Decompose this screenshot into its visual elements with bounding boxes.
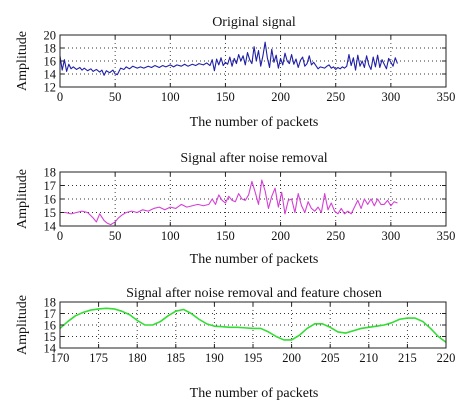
x-tick-label: 185	[166, 351, 185, 365]
y-tick-label: 14	[44, 220, 57, 234]
chart-title: Original signal	[212, 15, 296, 30]
y-tick-label: 16	[44, 319, 57, 333]
y-tick-label: 12	[44, 81, 57, 95]
x-tick-label: 190	[205, 351, 224, 365]
x-tick-label: 250	[326, 90, 345, 104]
y-tick-label: 16	[44, 55, 57, 69]
y-tick-label: 18	[44, 42, 57, 56]
chart-original-signal: Original signal The number of packets Am…	[15, 15, 455, 130]
x-tick-label: 300	[381, 229, 400, 243]
x-tick-label: 200	[271, 90, 290, 104]
x-tick-label: 170	[51, 351, 70, 365]
series-line	[59, 41, 398, 76]
y-tick-label: 14	[44, 342, 57, 356]
y-tick-label: 14	[44, 68, 57, 82]
x-tick-label: 180	[128, 351, 147, 365]
x-tick-label: 210	[359, 351, 378, 365]
x-tick-label: 195	[244, 351, 263, 365]
x-tick-label: 0	[57, 229, 63, 243]
x-axis-label: The number of packets	[190, 386, 319, 401]
x-axis-label: The number of packets	[190, 252, 319, 267]
y-tick-label: 17	[44, 179, 57, 193]
x-tick-label: 350	[437, 90, 456, 104]
chart-title: Signal after noise removal	[180, 151, 327, 166]
y-tick-label: 18	[44, 166, 57, 180]
chart-signal-feature-chosen: Signal after noise removal and feature c…	[15, 286, 455, 401]
y-axis-label: Amplitude	[15, 295, 30, 355]
x-tick-label: 200	[271, 229, 290, 243]
x-tick-label: 300	[381, 90, 400, 104]
x-tick-label: 0	[57, 90, 63, 104]
y-tick-label: 15	[44, 206, 57, 220]
y-tick-label: 15	[44, 330, 57, 344]
series-line	[60, 179, 398, 226]
y-axis-label: Amplitude	[15, 31, 30, 91]
chart-signal-after-noise-removal: Signal after noise removal The number of…	[15, 151, 455, 267]
x-tick-label: 100	[161, 90, 180, 104]
x-tick-label: 220	[437, 351, 456, 365]
x-tick-label: 350	[437, 229, 456, 243]
x-tick-label: 215	[398, 351, 417, 365]
series-line	[59, 307, 447, 343]
y-tick-label: 18	[44, 296, 57, 310]
x-axis-label: The number of packets	[190, 115, 319, 130]
chart-title: Signal after noise removal and feature c…	[126, 286, 382, 301]
x-tick-label: 200	[282, 351, 301, 365]
x-tick-label: 250	[326, 229, 345, 243]
y-tick-label: 20	[44, 29, 57, 43]
y-tick-label: 17	[44, 307, 57, 321]
x-tick-label: 205	[321, 351, 340, 365]
x-tick-label: 150	[216, 229, 235, 243]
y-axis-label: Amplitude	[15, 169, 30, 229]
x-tick-label: 50	[109, 229, 122, 243]
x-tick-label: 150	[216, 90, 235, 104]
x-tick-label: 50	[109, 90, 122, 104]
x-tick-label: 100	[161, 229, 180, 243]
y-tick-label: 16	[44, 193, 57, 207]
x-tick-label: 175	[89, 351, 108, 365]
